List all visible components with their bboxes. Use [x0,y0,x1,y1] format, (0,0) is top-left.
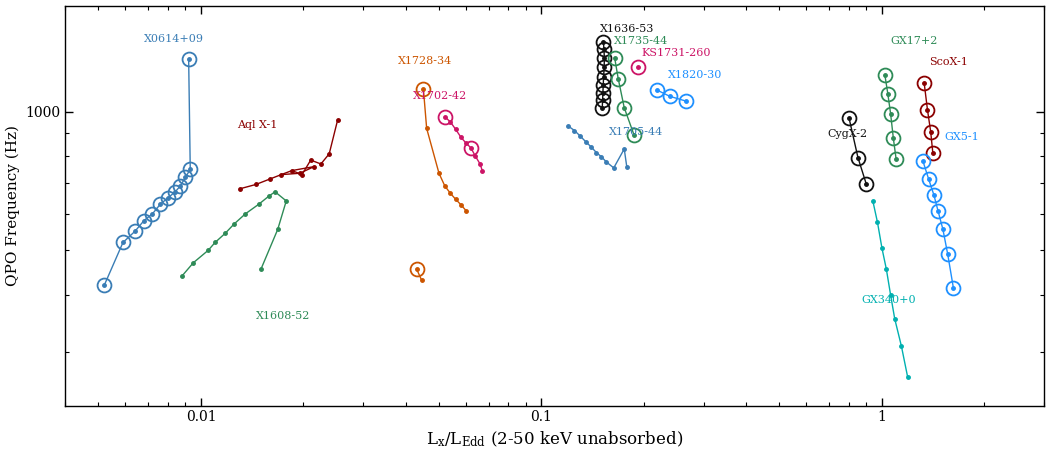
Y-axis label: QPO Frequency (Hz): QPO Frequency (Hz) [5,125,20,286]
Text: GX17+2: GX17+2 [890,36,938,46]
Text: ScoX-1: ScoX-1 [929,57,968,67]
Text: GX5-1: GX5-1 [945,131,980,142]
Text: X0614+09: X0614+09 [144,34,204,44]
Text: X1820-30: X1820-30 [668,70,722,80]
Text: X1636-53: X1636-53 [600,24,654,34]
Text: Aql X-1: Aql X-1 [237,121,278,131]
Text: CygX-2: CygX-2 [827,129,867,139]
Text: X1735-44: X1735-44 [614,36,668,46]
Text: X1608-52: X1608-52 [256,311,311,321]
Text: GX340+0: GX340+0 [861,294,916,304]
Text: KS1731-260: KS1731-260 [640,48,711,58]
Text: X1728-34: X1728-34 [398,56,453,66]
Text: X1702-42: X1702-42 [414,91,467,101]
X-axis label: $\mathrm{L_x/L_{Edd}}$ (2-50 keV unabsorbed): $\mathrm{L_x/L_{Edd}}$ (2-50 keV unabsor… [426,430,684,450]
Text: X1705-44: X1705-44 [609,127,664,137]
